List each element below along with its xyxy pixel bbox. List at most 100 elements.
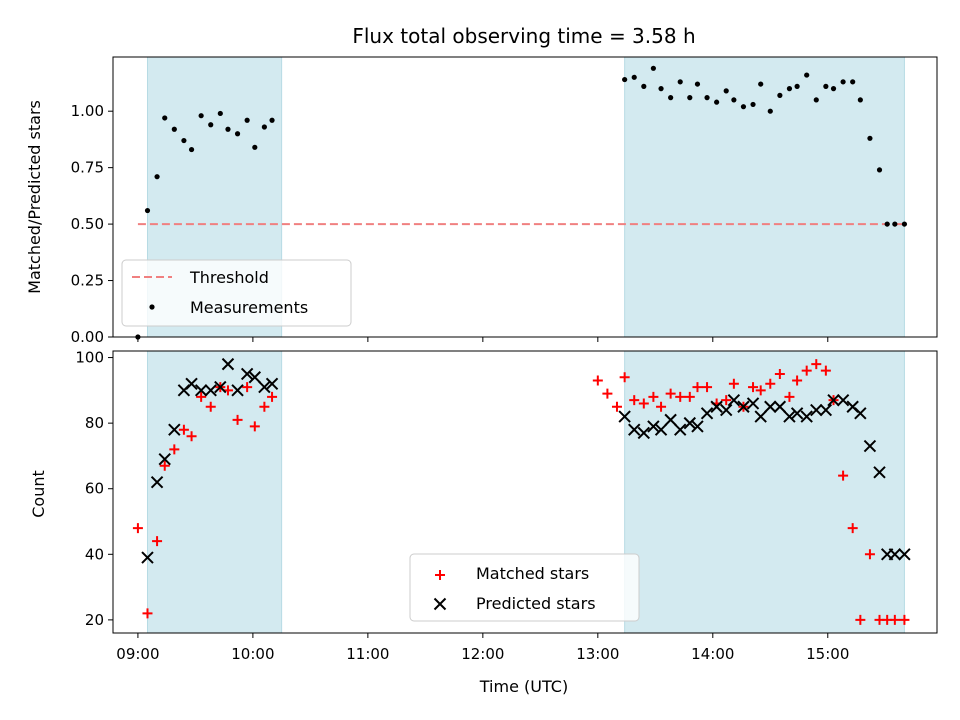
measurement-point — [876, 167, 883, 173]
bottom-panel: 20 40 60 80 100 09:00 10:00 11:00 12:00 13:00 14:0… — [75, 349, 938, 663]
matched-star-point — [232, 414, 243, 425]
matched-star-point — [592, 375, 603, 386]
x-tick-label: 14:00 — [691, 645, 734, 663]
top-panel: 0.00 0.25 0.50 0.75 1.00 Threshold Measurement… — [71, 56, 938, 346]
x-tick-label: 13:00 — [576, 645, 619, 663]
predicted-star-point — [746, 397, 760, 410]
bottom-y-tick-label: 60 — [85, 480, 104, 498]
measurement-point — [668, 95, 674, 101]
predicted-star-point — [647, 420, 660, 433]
bottom-y-tick-label: 20 — [85, 611, 104, 629]
matched-star-point — [855, 614, 866, 625]
matched-star-point — [684, 391, 695, 402]
measurement-point — [217, 110, 223, 117]
measurement-point — [162, 115, 168, 121]
predicted-star-point — [221, 357, 235, 371]
top-y-tick-label: 0.75 — [71, 159, 104, 177]
predicted-star-point — [737, 400, 750, 413]
measurement-point — [867, 135, 873, 141]
matched-star-point — [629, 395, 640, 406]
measurement-point — [731, 97, 737, 103]
predicted-star-point — [231, 384, 244, 397]
predicted-star-point — [783, 410, 796, 423]
measurement-point — [813, 97, 819, 103]
matched-star-point — [864, 549, 875, 560]
predicted-star-point — [194, 384, 208, 397]
predicted-star-point — [836, 393, 850, 407]
top-shaded-span — [624, 56, 905, 338]
matched-star-point — [748, 382, 759, 393]
measurement-point — [261, 124, 267, 130]
measurement-point — [171, 126, 177, 132]
measurement-point — [767, 108, 773, 114]
predicted-star-point — [150, 475, 164, 489]
matched-star-point — [692, 382, 703, 393]
bottom-y-tick-label: 80 — [85, 414, 104, 432]
measurement-point — [234, 131, 241, 137]
matched-star-point — [838, 470, 849, 481]
measurement-point — [840, 79, 846, 85]
bottom-legend: Matched stars Predicted stars — [409, 553, 640, 622]
x-tick-label: 10:00 — [231, 645, 274, 663]
measurement-point — [631, 74, 637, 80]
top-y-tick-label: 0.25 — [71, 272, 104, 290]
measurement-point — [244, 117, 250, 123]
predicted-star-point — [674, 423, 687, 436]
measurement-point — [144, 207, 151, 214]
predicted-star-point — [727, 393, 741, 407]
measurement-point — [892, 221, 898, 227]
predicted-star-point — [691, 420, 704, 433]
measurement-point — [181, 137, 187, 144]
measurement-point — [884, 221, 890, 227]
measurement-point — [658, 86, 664, 92]
measurement-point — [777, 92, 783, 98]
x-tick-label: 15:00 — [806, 645, 849, 663]
legend-measurements-swatch — [149, 304, 155, 310]
predicted-star-point — [248, 371, 262, 384]
top-y-axis-label: Matched/Predicted stars — [25, 100, 44, 294]
measurement-point — [622, 76, 628, 83]
top-legend: Threshold Measurements — [121, 259, 352, 327]
matched-star-point — [186, 431, 197, 442]
matched-star-point — [611, 401, 622, 412]
measurement-point — [794, 83, 800, 89]
bottom-legend-box — [409, 553, 640, 622]
matched-star-point — [728, 378, 739, 389]
predicted-star-point — [810, 403, 823, 417]
predicted-star-point — [240, 367, 254, 381]
measurement-point — [857, 97, 863, 103]
measurement-point — [687, 95, 693, 101]
measurement-point — [225, 126, 231, 132]
matched-star-point — [159, 460, 170, 471]
measurement-point — [269, 117, 275, 123]
predicted-star-point — [754, 410, 767, 423]
predicted-star-point — [827, 393, 840, 407]
legend-matched-label: Matched stars — [476, 564, 589, 583]
matched-star-point — [801, 365, 812, 376]
matched-star-point — [249, 421, 260, 432]
measurement-point — [758, 81, 764, 87]
x-axis-label: Time (UTC) — [479, 677, 568, 696]
matched-star-point — [259, 401, 270, 412]
predicted-star-point — [683, 416, 697, 430]
bottom-y-tick-label: 40 — [85, 545, 104, 563]
predicted-star-point — [265, 377, 279, 390]
predicted-star-point — [141, 551, 154, 564]
measurement-point — [750, 101, 756, 108]
predicted-star-point — [888, 548, 902, 561]
top-plot-frame — [112, 56, 938, 338]
top-y-tick-label: 0.50 — [71, 215, 104, 233]
matched-star-point — [899, 614, 910, 625]
measurement-point — [704, 95, 710, 101]
matched-star-point — [792, 375, 803, 386]
matched-star-point — [602, 388, 613, 399]
x-tick-label: 11:00 — [346, 645, 389, 663]
measurement-point — [786, 86, 793, 92]
predicted-star-point — [873, 466, 886, 479]
bottom-plot-frame — [112, 350, 938, 634]
predicted-star-point — [618, 410, 631, 423]
measurement-point — [154, 174, 160, 180]
predicted-star-point — [258, 380, 271, 394]
bottom-shaded-span — [146, 350, 283, 634]
legend-threshold-label: Threshold — [189, 268, 269, 287]
